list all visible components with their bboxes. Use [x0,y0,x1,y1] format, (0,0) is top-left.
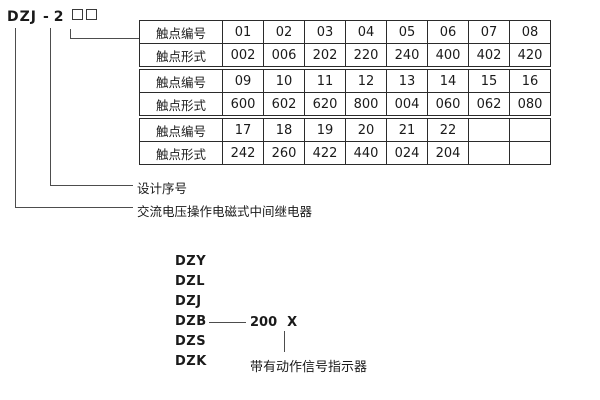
placeholder-box-2 [85,9,97,20]
contact-number-cell: 12 [345,69,387,93]
contact-number-cell: 06 [427,20,469,44]
table-row: 触点编号 01 02 03 04 05 06 07 08 [139,20,551,44]
design-serial-label: 设计序号 [137,181,188,196]
contact-number-cell: 08 [509,20,551,44]
dzb-value: 200 [250,315,278,330]
contact-number-cell: 09 [222,69,264,93]
contact-form-cell: 004 [386,92,428,116]
row-label: 触点编号 [139,20,223,44]
contact-number-cell: 16 [509,69,551,93]
relay-type-label: 交流电压操作电磁式中间继电器 [137,204,313,219]
connector-box-horizontal [70,38,140,39]
connector-relay-horizontal [15,207,133,208]
contact-number-cell: 11 [304,69,346,93]
contact-number-cell: 21 [386,118,428,142]
row-label: 触点形式 [139,43,223,67]
contact-form-cell: 060 [427,92,469,116]
model-code: DZJ -2 [7,9,97,25]
contact-number-cell: 19 [304,118,346,142]
model-prefix: DZJ [7,9,37,25]
contact-number-cell: 02 [263,20,305,44]
contact-form-cell: 220 [345,43,387,67]
series-code-dzy: DZY [175,254,207,269]
connector-box-vertical [70,29,71,39]
table-row: 触点形式 600 602 620 800 004 060 062 080 [139,92,551,116]
contact-form-cell: 400 [427,43,469,67]
contact-form-cell: 006 [263,43,305,67]
contact-form-cell: 800 [345,92,387,116]
contact-table-group-1: 触点编号 01 02 03 04 05 06 07 08 触点形式 002 00… [139,20,551,67]
row-label: 触点编号 [139,69,223,93]
series-code-dzk: DZK [175,354,207,369]
contact-form-cell: 080 [509,92,551,116]
contact-form-cell: 440 [345,141,387,165]
row-label: 触点形式 [139,92,223,116]
placeholder-box-1 [71,9,83,20]
contact-form-cell [468,141,510,165]
contact-number-cell: 18 [263,118,305,142]
contact-form-cell: 422 [304,141,346,165]
contact-number-cell: 13 [386,69,428,93]
connector-design-vertical [50,28,51,186]
series-code-dzs: DZS [175,334,207,349]
row-label: 触点编号 [139,118,223,142]
contact-number-cell: 04 [345,20,387,44]
contact-number-cell: 01 [222,20,264,44]
contact-form-cell: 242 [222,141,264,165]
contact-form-cell: 202 [304,43,346,67]
table-row: 触点编号 09 10 11 12 13 14 15 16 [139,69,551,93]
series-code-dzl: DZL [175,274,206,289]
contact-form-cell: 204 [427,141,469,165]
connector-relay-vertical [15,28,16,208]
contact-number-cell: 07 [468,20,510,44]
contact-form-cell [509,141,551,165]
contact-form-cell: 602 [263,92,305,116]
contact-form-cell: 240 [386,43,428,67]
contact-form-cell: 002 [222,43,264,67]
row-label: 触点形式 [139,141,223,165]
contact-number-cell: 20 [345,118,387,142]
model-design-number: 2 [53,9,65,25]
contact-number-cell [468,118,510,142]
indicator-label: 带有动作信号指示器 [250,360,368,375]
contact-form-cell: 260 [263,141,305,165]
model-separator: - [42,9,50,25]
table-row: 触点形式 242 260 422 440 024 204 [139,141,551,165]
model-series-list: DZY DZL DZJ DZB DZS DZK [175,252,207,372]
series-code-dzb: DZB [175,314,207,329]
table-row: 触点形式 002 006 202 220 240 400 402 420 [139,43,551,67]
contact-form-cell: 402 [468,43,510,67]
contact-form-cell: 620 [304,92,346,116]
contact-number-cell [509,118,551,142]
contact-table-group-3: 触点编号 17 18 19 20 21 22 触点形式 242 260 422 … [139,118,551,165]
contact-form-cell: 600 [222,92,264,116]
contact-number-cell: 03 [304,20,346,44]
series-code-dzj: DZJ [175,294,202,309]
dzb-note: 200 X [250,315,297,330]
contact-number-cell: 10 [263,69,305,93]
contact-number-cell: 05 [386,20,428,44]
contact-number-cell: 15 [468,69,510,93]
contact-number-cell: 22 [427,118,469,142]
table-row: 触点编号 17 18 19 20 21 22 [139,118,551,142]
contact-form-cell: 024 [386,141,428,165]
contact-code-table: 触点编号 01 02 03 04 05 06 07 08 触点形式 002 00… [139,20,551,167]
variant-connector-line [284,331,285,352]
dzb-variant: X [287,315,298,330]
contact-form-cell: 420 [509,43,551,67]
contact-form-cell: 062 [468,92,510,116]
contact-number-cell: 17 [222,118,264,142]
contact-table-group-2: 触点编号 09 10 11 12 13 14 15 16 触点形式 600 60… [139,69,551,116]
contact-number-cell: 14 [427,69,469,93]
dzb-connector-line [209,322,246,323]
connector-design-horizontal [50,185,133,186]
